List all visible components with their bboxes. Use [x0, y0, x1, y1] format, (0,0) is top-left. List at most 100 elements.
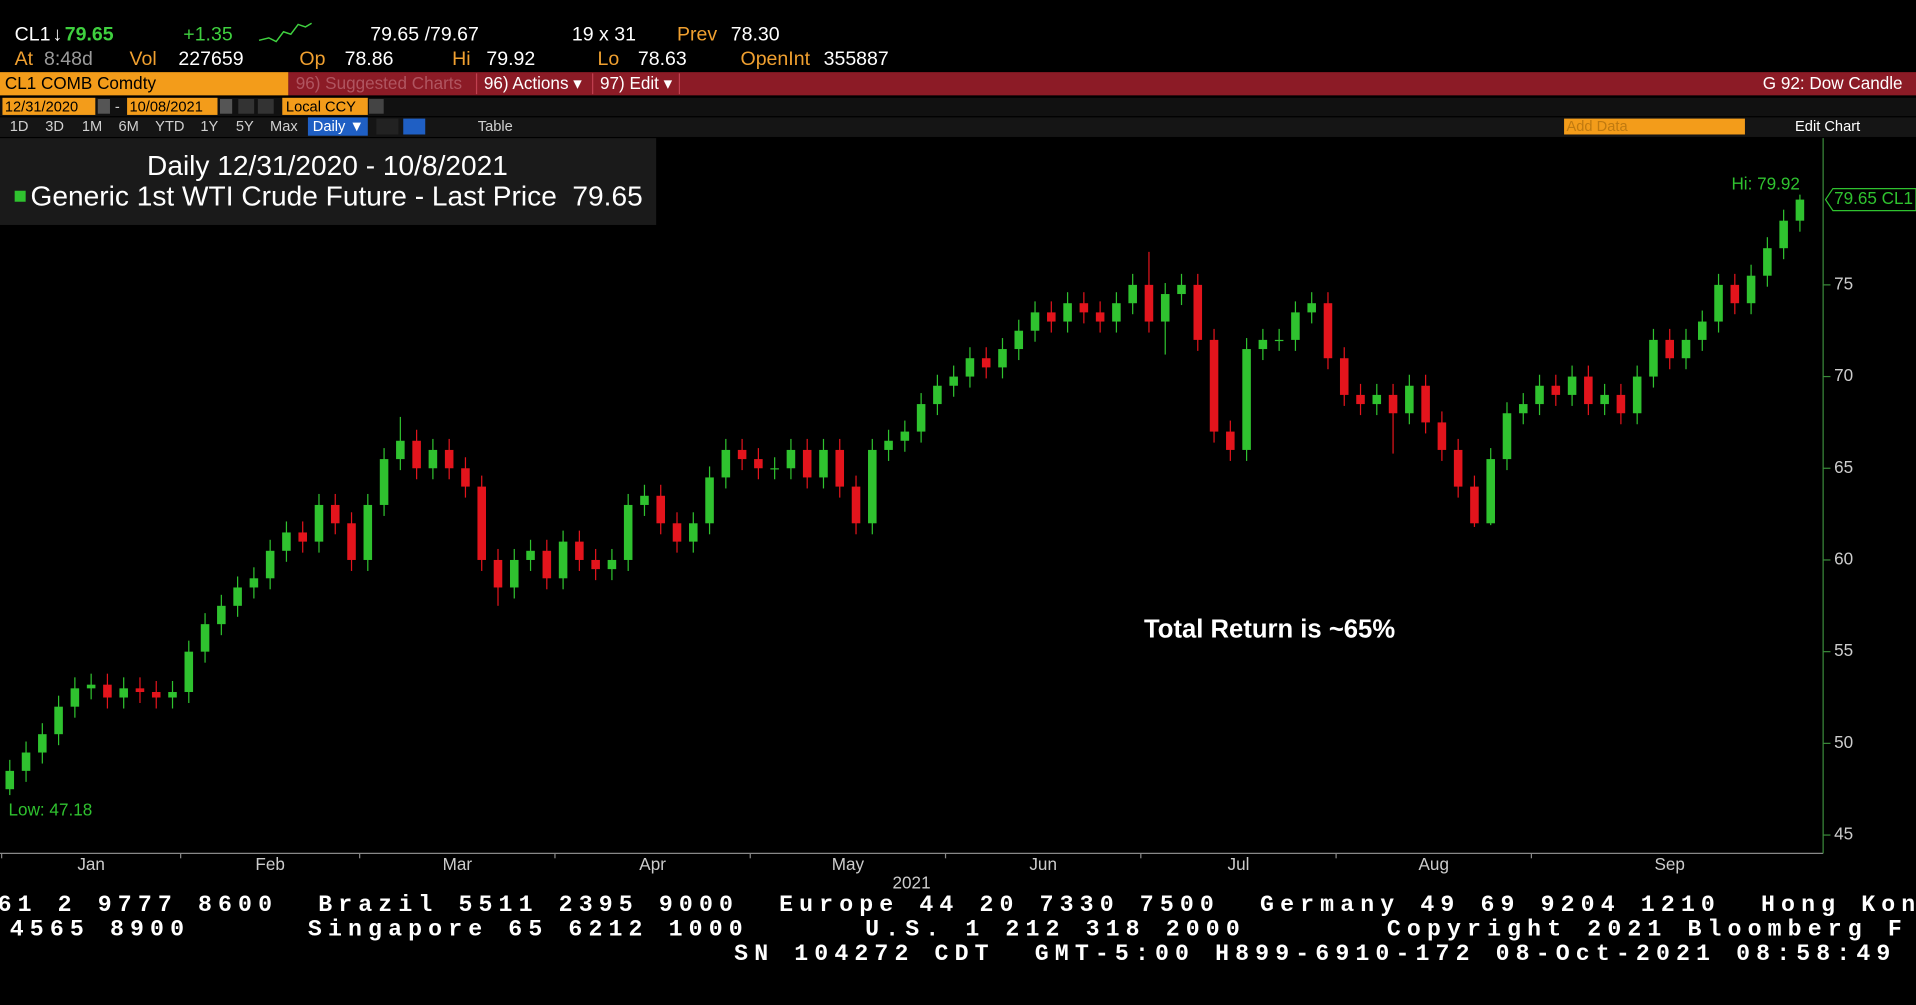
period-button[interactable]: 1Y	[200, 119, 218, 135]
frequency[interactable]: Daily ▼	[313, 119, 364, 135]
candle-body	[705, 477, 714, 524]
candle-body	[282, 532, 291, 551]
candle-body	[249, 578, 259, 588]
calendar-icon[interactable]	[97, 99, 110, 114]
end-date[interactable]: 10/08/2021	[130, 99, 203, 115]
ticker: CL1	[15, 24, 51, 46]
security[interactable]: CL1 COMB Comdty	[5, 74, 157, 93]
period-button[interactable]: 3D	[45, 119, 64, 135]
currency[interactable]: Local CCY	[286, 99, 356, 115]
candle-body	[1160, 294, 1170, 322]
security-box[interactable]	[0, 72, 289, 96]
candle-body	[1079, 303, 1089, 313]
currency-box[interactable]	[282, 97, 368, 115]
candle-body	[70, 688, 80, 707]
period-button[interactable]: 5Y	[236, 119, 254, 135]
actions-menu[interactable]: 96) Actions ▾	[484, 74, 582, 93]
table-button[interactable]: Table	[478, 119, 513, 135]
y-tick-label: 70	[1834, 366, 1853, 385]
next-button[interactable]	[257, 99, 274, 114]
candle-body	[1274, 339, 1284, 342]
candle-body	[1193, 284, 1203, 340]
candle-body	[1518, 404, 1528, 414]
x-tick-label: May	[832, 855, 865, 874]
candle-body	[428, 449, 438, 469]
candle-body	[1047, 312, 1056, 322]
start-date-box[interactable]	[2, 97, 96, 115]
candle-body	[868, 449, 877, 524]
candle-body	[949, 376, 958, 386]
period-button[interactable]: 1M	[82, 119, 102, 135]
arrow: ↓	[53, 24, 63, 46]
candle-body	[1177, 284, 1186, 295]
end-date-box[interactable]	[127, 97, 218, 115]
candle-body	[21, 752, 31, 771]
candle-body	[721, 449, 731, 478]
candle-body	[1453, 449, 1463, 487]
edit-chart[interactable]: Edit Chart	[1795, 119, 1860, 135]
start-date[interactable]: 12/31/2020	[5, 99, 78, 115]
candle-body	[379, 459, 389, 505]
period-button[interactable]: Max	[270, 119, 298, 135]
candle-body	[135, 688, 145, 693]
candle-body	[916, 404, 926, 432]
candle-body	[1258, 339, 1268, 350]
candle-body	[1697, 321, 1707, 340]
candle-body	[461, 468, 470, 487]
currency-dropdown[interactable]	[369, 99, 384, 114]
suggested-charts[interactable]: 96) Suggested Charts	[296, 74, 462, 93]
candle-body	[86, 684, 96, 689]
footer-text: Singapore 65 6212 1000	[308, 916, 749, 942]
vol-label: Vol	[130, 48, 157, 70]
candle-icon[interactable]	[403, 118, 426, 135]
candle-body	[1779, 220, 1788, 249]
candle-body	[151, 692, 161, 698]
edit-menu[interactable]: 97) Edit ▾	[600, 74, 673, 93]
candle-body	[835, 449, 845, 487]
frequency-box[interactable]	[307, 117, 368, 136]
candle-body	[998, 349, 1007, 368]
candle-body	[1291, 312, 1300, 340]
oi: 355887	[824, 48, 889, 70]
candle-body	[1339, 358, 1349, 395]
candle-body	[1437, 422, 1447, 450]
candle-body	[54, 706, 63, 735]
candle-body	[623, 504, 633, 560]
candle-body	[933, 385, 942, 405]
date-dash: -	[115, 99, 120, 115]
period-button[interactable]: 1D	[10, 119, 29, 135]
candle-body	[1714, 284, 1723, 322]
prev-button[interactable]	[238, 99, 255, 114]
legend-label: Generic 1st WTI Crude Future - Last Pric…	[31, 180, 557, 211]
candle-body	[168, 692, 177, 698]
prev-label: Prev	[677, 24, 717, 46]
y-tick-label: 60	[1834, 549, 1853, 568]
legend-value: 79.65	[572, 180, 642, 211]
candle-body	[786, 449, 796, 469]
candle-body	[672, 523, 682, 542]
period-button[interactable]: YTD	[155, 119, 184, 135]
period-button[interactable]: 6M	[119, 119, 139, 135]
op-label: Op	[299, 48, 325, 70]
candle-body	[656, 495, 666, 524]
footer-text: Copyright 2021 Bloomberg F	[1387, 916, 1908, 942]
x-tick-label: Jun	[1029, 855, 1057, 874]
low-label: Low: 47.18	[9, 800, 93, 819]
candle-body	[1014, 330, 1024, 350]
line-icon[interactable]	[376, 118, 399, 135]
add-data[interactable]: Add Data	[1567, 119, 1629, 135]
footer-line: 4565 8900 Singapore 65 6212 1000 U.S. 1 21…	[10, 916, 1908, 942]
candle-body	[1551, 385, 1561, 395]
add-data-box[interactable]	[1564, 118, 1745, 135]
candle-body	[314, 504, 324, 542]
candle-body	[1421, 385, 1430, 423]
candle-body	[298, 532, 307, 542]
calendar-icon[interactable]	[219, 99, 233, 114]
candle-body	[770, 468, 779, 470]
period-row	[0, 117, 1916, 137]
candle-body	[233, 587, 242, 606]
candle-body	[558, 541, 568, 579]
candle-body	[1144, 284, 1154, 322]
date-row	[0, 97, 1916, 117]
